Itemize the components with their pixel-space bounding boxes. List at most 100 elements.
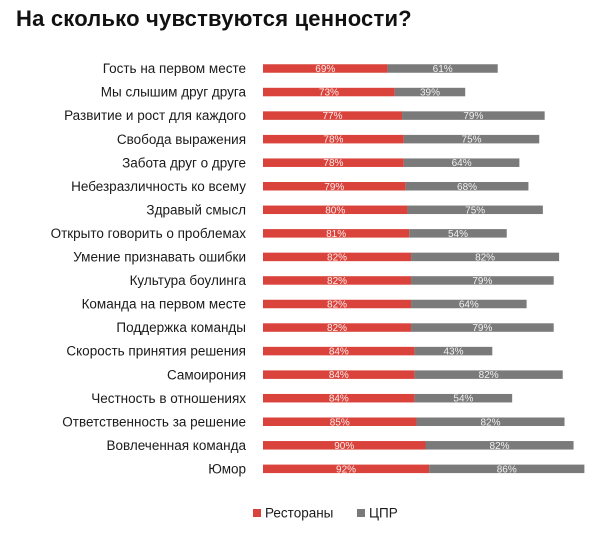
data-label: 64% <box>452 158 472 169</box>
data-label: 82% <box>327 252 347 263</box>
bar-restaurants <box>263 205 408 215</box>
category-label: Ответственность за решение <box>62 414 246 429</box>
legend: Рестораны ЦПР <box>253 506 398 521</box>
data-label: 82% <box>327 300 347 311</box>
data-label: 79% <box>324 182 344 193</box>
data-label: 54% <box>453 394 473 405</box>
bar-cpr <box>411 323 554 332</box>
bar-restaurants <box>263 441 426 450</box>
data-label: 90% <box>334 441 354 452</box>
category-label: Свобода выражения <box>117 132 246 147</box>
category-label: Скорость принятия решения <box>66 344 246 359</box>
category-label: Культура боулинга <box>130 273 247 288</box>
bar-row: Небезразличность ко всему 79% 68% <box>71 179 529 194</box>
bar-cpr <box>403 158 520 167</box>
bar-cpr <box>411 276 554 285</box>
bar-row: Поддержка команды 82% 79% <box>116 320 554 335</box>
category-label: Небезразличность ко всему <box>71 179 246 194</box>
data-label: 79% <box>463 111 483 122</box>
data-label: 82% <box>327 323 347 334</box>
data-label: 79% <box>472 323 492 334</box>
bar-cpr <box>403 134 540 144</box>
data-label: 75% <box>462 135 482 146</box>
category-label: Юмор <box>208 461 246 476</box>
data-label: 69% <box>315 64 335 75</box>
category-label: Мы слышим друг друга <box>101 85 247 100</box>
data-label: 92% <box>336 464 356 475</box>
data-label: 86% <box>497 464 517 475</box>
data-label: 82% <box>327 276 347 287</box>
data-label: 82% <box>490 441 510 452</box>
bar-cpr <box>429 464 585 474</box>
bar-restaurants <box>263 229 410 238</box>
bar-cpr <box>387 64 498 73</box>
bar-restaurants <box>263 87 395 97</box>
data-label: 80% <box>325 205 345 216</box>
legend-swatch-cpr <box>357 509 365 517</box>
bar-row: Самоирония 84% 82% <box>167 367 563 382</box>
data-label: 82% <box>475 252 495 263</box>
bar-restaurants <box>263 111 403 120</box>
bar-row: Открыто говорить о проблемах 81% 54% <box>51 226 507 241</box>
data-label: 82% <box>480 417 500 428</box>
category-label: Открыто говорить о проблемах <box>51 226 247 241</box>
bar-row: Ответственность за решение 85% 82% <box>62 414 565 429</box>
data-label: 61% <box>433 64 453 75</box>
bar-cpr <box>416 417 565 426</box>
data-label: 64% <box>459 300 479 311</box>
bar-row: Умение признавать ошибки 82% 82% <box>73 250 560 265</box>
bar-restaurants <box>263 134 404 144</box>
bar-restaurants <box>263 64 388 73</box>
bar-cpr <box>409 229 507 238</box>
data-label: 78% <box>323 158 343 169</box>
data-label: 84% <box>329 370 349 381</box>
data-label: 43% <box>443 347 463 358</box>
category-label: Забота друг о друге <box>122 155 246 170</box>
bar-row: Вовлеченная команда 90% 82% <box>106 438 574 453</box>
bar-row: Забота друг о друге 78% 64% <box>122 155 520 170</box>
bar-row: Команда на первом месте 82% 64% <box>82 297 527 312</box>
bar-restaurants <box>263 182 406 191</box>
bar-row: Мы слышим друг друга 73% 39% <box>101 85 466 100</box>
category-label: Здравый смысл <box>146 202 246 217</box>
category-label: Развитие и рост для каждого <box>64 108 246 123</box>
bar-restaurants <box>263 464 430 474</box>
bar-restaurants <box>263 417 417 426</box>
data-label: 85% <box>330 417 350 428</box>
data-label: 39% <box>420 88 440 99</box>
bar-cpr <box>414 346 493 356</box>
bar-row: Гость на первом месте 69% 61% <box>103 61 498 76</box>
data-label: 75% <box>465 205 485 216</box>
bar-restaurants <box>263 299 412 309</box>
bar-cpr <box>407 205 543 215</box>
data-label: 81% <box>326 229 346 240</box>
bar-cpr <box>402 111 545 120</box>
bar-restaurants <box>263 158 404 167</box>
data-label: 84% <box>329 394 349 405</box>
bar-cpr <box>394 87 466 97</box>
data-label: 82% <box>479 370 499 381</box>
bar-restaurants <box>263 370 415 379</box>
bar-cpr <box>414 393 513 403</box>
bar-restaurants <box>263 346 415 356</box>
bar-row: Скорость принятия решения 84% 43% <box>66 344 493 359</box>
category-label: Вовлеченная команда <box>106 438 246 453</box>
data-label: 77% <box>323 111 343 122</box>
legend-label-cpr: ЦПР <box>369 506 398 521</box>
data-label: 73% <box>319 88 339 99</box>
bar-row: Свобода выражения 78% 75% <box>117 132 540 147</box>
bar-cpr <box>405 182 529 191</box>
bar-restaurants <box>263 252 412 262</box>
bar-row: Юмор 92% 86% <box>208 461 585 476</box>
data-label: 79% <box>472 276 492 287</box>
category-label: Самоирония <box>167 367 246 382</box>
bar-restaurants <box>263 393 415 403</box>
bar-cpr <box>411 299 527 309</box>
bar-restaurants <box>263 323 412 332</box>
legend-label-restaurants: Рестораны <box>265 506 333 521</box>
data-label: 68% <box>457 182 477 193</box>
bar-row: Развитие и рост для каждого 77% 79% <box>64 108 545 123</box>
bar-restaurants <box>263 276 412 285</box>
bar-row: Здравый смысл 80% 75% <box>146 202 543 217</box>
